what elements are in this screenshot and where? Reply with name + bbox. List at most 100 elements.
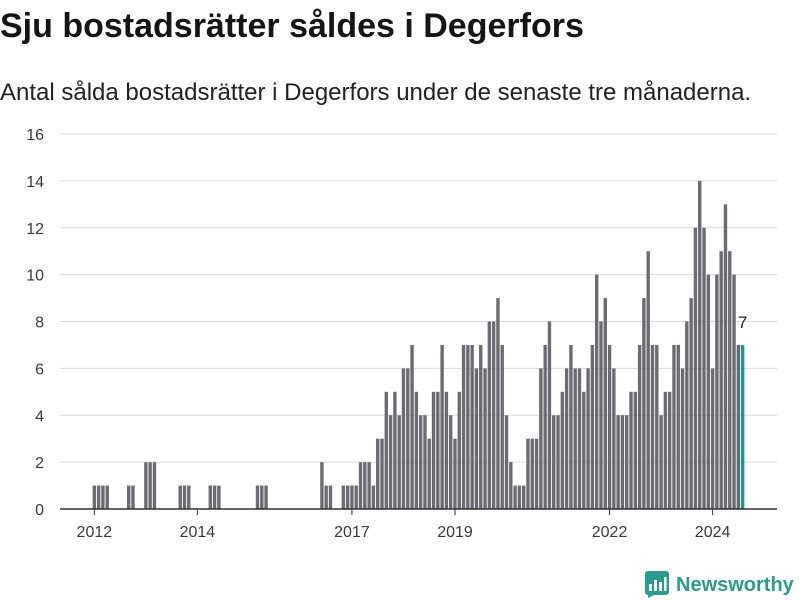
bar [633,391,638,509]
bar [341,485,346,509]
bar [509,462,513,510]
bar [732,274,736,510]
bar [534,438,539,509]
bar [500,344,504,509]
bar [676,344,680,509]
bar [663,391,668,509]
bar [255,485,260,509]
bar [427,438,431,509]
bar [483,368,487,510]
x-tick-label: 2017 [334,524,370,541]
bar [152,462,157,510]
bar [187,485,191,509]
bar [131,485,135,509]
bar [479,344,483,509]
y-tick-label: 2 [35,455,44,472]
bar [560,391,565,509]
x-tick-label: 2012 [77,524,113,541]
bar [693,227,698,509]
bars [92,180,745,510]
bar [607,344,612,509]
bar [406,368,410,510]
bar [101,485,105,509]
bar [650,344,655,509]
bar [659,415,663,509]
bar [431,391,436,509]
bar [491,321,496,509]
bar [105,485,109,509]
bar [324,485,328,509]
bar [616,415,620,509]
bar [453,438,457,509]
bar [552,415,556,509]
bar [212,485,217,509]
bar [590,344,595,509]
bar [715,274,719,510]
y-tick-label: 8 [35,315,44,332]
bar [144,462,148,510]
bar [504,415,509,509]
bar [517,485,522,509]
bar [208,485,212,509]
bar [148,462,152,510]
bar [367,462,371,510]
bar [586,368,590,510]
bar [393,391,397,509]
bar [354,485,358,509]
bar [92,485,97,509]
bar [264,485,268,509]
bar [470,344,474,509]
bar [530,438,534,509]
bar [436,391,440,509]
bar [380,438,384,509]
bar [655,344,659,509]
bar [423,415,427,509]
bar [457,391,461,509]
bar [646,251,650,509]
bar [702,227,706,509]
chart-title: Sju bostadsrätter såldes i Degerfors [0,7,584,45]
bar [723,204,728,509]
bar [642,298,646,509]
bar [397,415,401,509]
bar [539,368,543,510]
y-axis: 0 2 4 6 8 10 12 14 16 [26,127,44,519]
y-tick-label: 10 [26,268,44,285]
bar [706,274,711,510]
bar [376,438,380,509]
x-tick-label: 2014 [180,524,216,541]
bar [547,321,552,509]
bar [320,462,324,510]
bar [401,368,406,510]
bar [384,391,388,509]
bar [685,321,689,509]
bar [418,415,423,509]
bar [260,485,264,509]
bar [603,298,607,509]
bar [466,344,470,509]
bar [736,344,741,509]
bar [358,462,363,510]
y-tick-label: 4 [35,408,44,425]
bar [719,251,723,509]
data-label: 7 [738,313,747,332]
bar [594,274,599,510]
newsworthy-logo: Newsworthy [645,571,794,598]
bar [449,415,453,509]
bar [629,391,633,509]
bar [710,368,715,510]
y-tick-label: 0 [35,502,44,519]
bar [440,344,444,509]
bar [564,368,569,510]
bar [637,344,642,509]
bar [513,485,517,509]
bar [371,485,376,509]
bar [599,321,603,509]
bar [444,391,449,509]
y-tick-label: 16 [26,127,44,144]
bar [496,298,500,509]
bar [689,298,693,509]
bar [414,391,419,509]
bar [182,485,187,509]
